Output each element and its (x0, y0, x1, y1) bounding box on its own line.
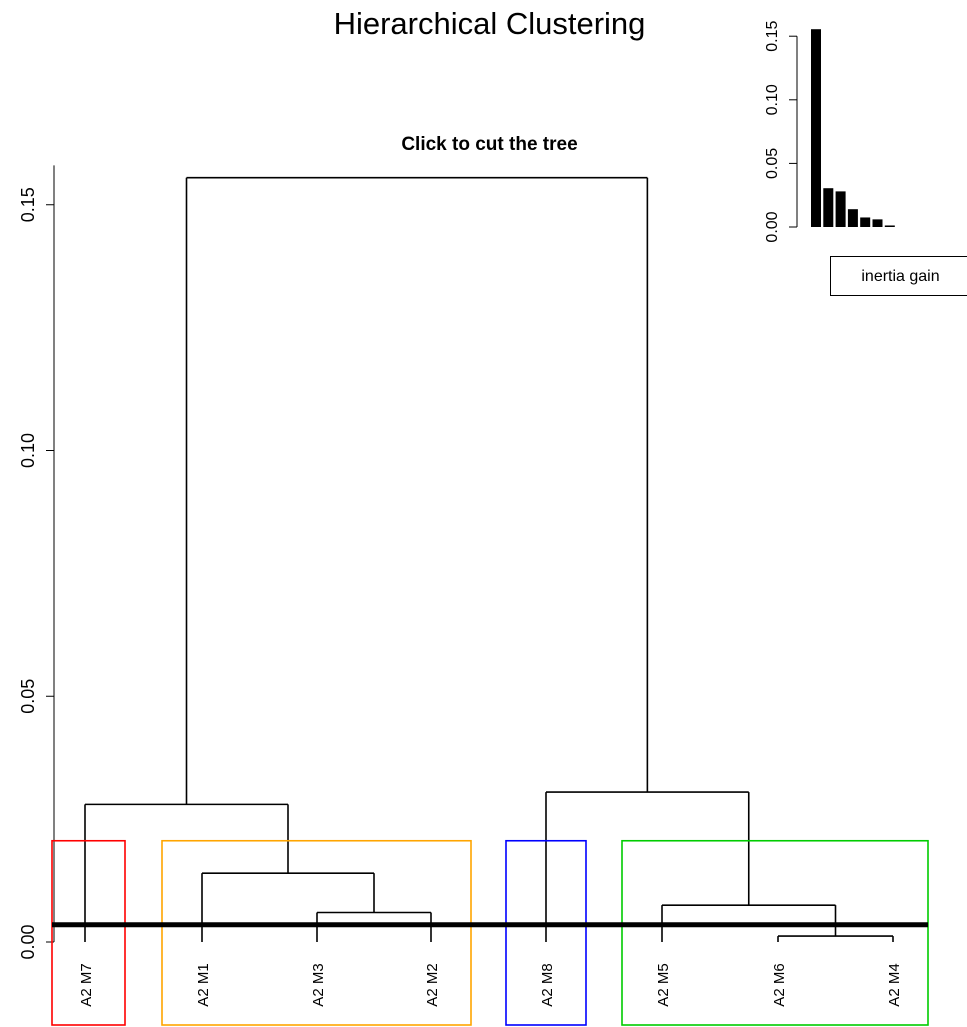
cluster-box (51, 839, 126, 1026)
leaf-label: A2 M3 (310, 963, 327, 1006)
chart-title: Hierarchical Clustering (333, 6, 646, 41)
inset-y-tick-label: 0.00 (764, 211, 781, 242)
leaf-label: A2 M1 (195, 963, 212, 1006)
legend-label: inertia gain (861, 268, 940, 285)
y-tick-label: 0.10 (18, 433, 38, 468)
cluster-box (161, 839, 472, 1026)
leaf-label: A2 M2 (424, 963, 441, 1006)
inset-y-tick-label: 0.05 (764, 148, 781, 179)
inertia-gain-bar (835, 191, 846, 227)
inertia-gain-bar (811, 29, 821, 228)
y-tick-label: 0.05 (18, 679, 38, 714)
leaf-label: A2 M5 (655, 963, 672, 1006)
leaf-label: A2 M7 (78, 963, 95, 1006)
leaf-label: A2 M6 (771, 963, 788, 1006)
inertia-gain-bar (847, 209, 858, 227)
inertia-gain-legend: inertia gain (830, 256, 967, 296)
inertia-gain-bar (823, 188, 834, 227)
inset-y-tick-label: 0.10 (764, 84, 781, 115)
inset-y-tick-label: 0.15 (764, 21, 781, 52)
cluster-box (621, 839, 929, 1026)
y-tick-label: 0.00 (18, 924, 38, 959)
cluster-box (505, 839, 587, 1026)
y-tick-label: 0.15 (18, 187, 38, 222)
dendrogram-subtitle: Click to cut the tree (401, 134, 578, 155)
leaf-label: A2 M4 (886, 963, 903, 1006)
inertia-gain-bar (872, 219, 883, 227)
inertia-gain-bar (860, 217, 871, 227)
leaf-label: A2 M8 (539, 963, 556, 1006)
inertia-gain-bar (884, 225, 895, 227)
